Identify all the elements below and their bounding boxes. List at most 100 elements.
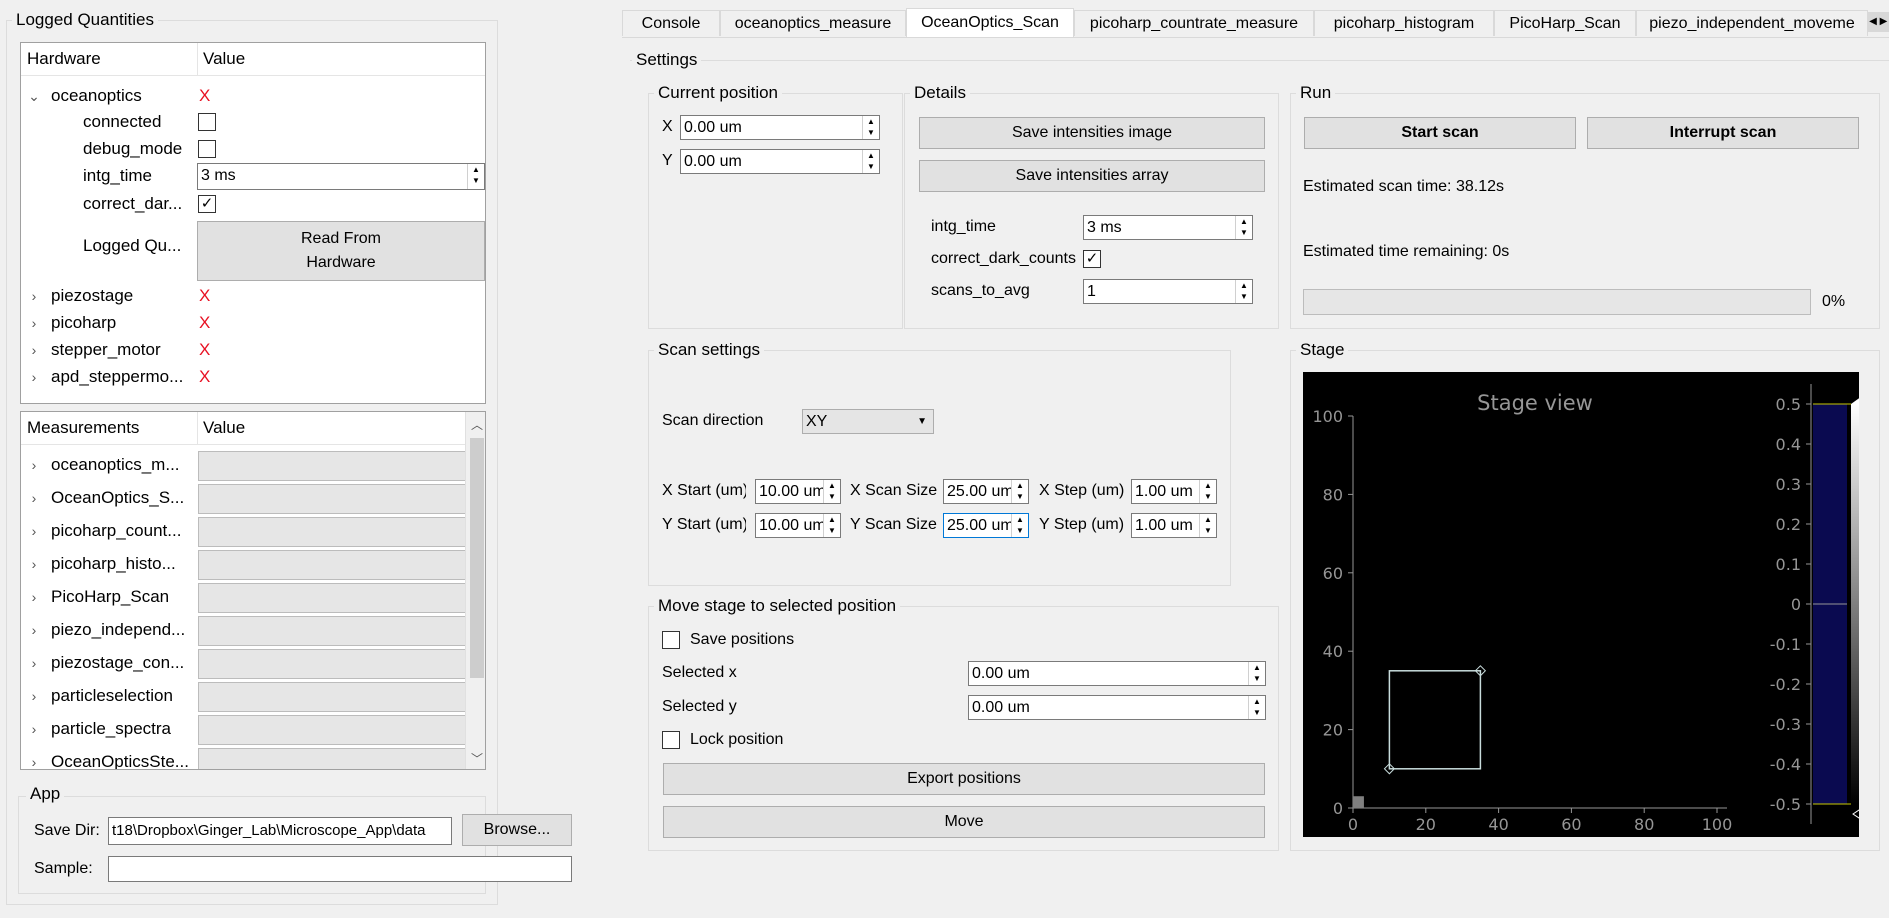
scroll-up-icon[interactable]: ︿ xyxy=(470,418,483,432)
chevron-right-icon[interactable]: › xyxy=(31,369,37,385)
spin-arrows-icon[interactable]: ▲ ▼ xyxy=(1235,280,1252,303)
tree-item-stepper-motor[interactable]: › stepper_motor X xyxy=(21,337,485,363)
tree-item-oceanoptics[interactable]: ⌄ oceanoptics X xyxy=(21,83,485,109)
spin-arrows-icon[interactable]: ▲ ▼ xyxy=(823,514,840,537)
measurement-item[interactable]: ›OceanOpticsSte...0% xyxy=(21,747,485,770)
measurement-item[interactable]: ›picoharp_count...0% xyxy=(21,516,485,547)
x-start-spinbox[interactable]: 10.00 um ▲ ▼ xyxy=(755,479,841,504)
save-positions-checkbox[interactable] xyxy=(662,631,680,649)
spin-arrows-icon[interactable]: ▲ ▼ xyxy=(1248,696,1265,719)
chevron-right-icon[interactable]: › xyxy=(31,754,37,770)
export-positions-button[interactable]: Export positions xyxy=(663,763,1265,795)
measurement-item[interactable]: ›piezo_independ...0% xyxy=(21,615,485,646)
measurement-item[interactable]: ›particleselection0% xyxy=(21,681,485,712)
x-step-spinbox[interactable]: 1.00 um ▲ ▼ xyxy=(1131,479,1217,504)
selected-x-spinbox[interactable]: 0.00 um ▲ ▼ xyxy=(968,661,1266,686)
tab-picoharp-countrate-measure[interactable]: picoharp_countrate_measure xyxy=(1074,10,1314,36)
spin-arrows-icon[interactable]: ▲ ▼ xyxy=(1011,514,1028,537)
measurement-progress-bar xyxy=(198,748,485,769)
save-dir-input[interactable]: t18\Dropbox\Ginger_Lab\Microscope_App\da… xyxy=(108,817,452,845)
measurement-item[interactable]: ›OceanOptics_S...0% xyxy=(21,483,485,514)
chevron-right-icon[interactable]: › xyxy=(31,288,37,304)
spin-arrows-icon[interactable]: ▲ ▼ xyxy=(1199,514,1216,537)
spin-arrows-icon[interactable]: ▲ ▼ xyxy=(1248,662,1265,685)
tab-oceanoptics-measure[interactable]: oceanoptics_measure xyxy=(720,10,906,36)
colorbar-tick-label: -0.4 xyxy=(1770,755,1801,774)
tree-item-debug-mode: debug_mode xyxy=(21,136,485,162)
measurement-item[interactable]: ›PicoHarp_Scan0% xyxy=(21,582,485,613)
tab-piezo-independent-movement[interactable]: piezo_independent_moveme xyxy=(1636,10,1868,36)
scans-to-avg-spinbox[interactable]: 1 ▲ ▼ xyxy=(1083,279,1253,304)
measurements-scrollbar[interactable]: ︿ ﹀ xyxy=(465,412,485,769)
measurement-item[interactable]: ›picoharp_histo...0% xyxy=(21,549,485,580)
debug-mode-checkbox[interactable] xyxy=(198,140,216,158)
tab-oceanoptics-scan[interactable]: OceanOptics_Scan xyxy=(906,8,1074,38)
spin-arrows-icon[interactable]: ▲ ▼ xyxy=(1235,216,1252,239)
roi-handle-icon xyxy=(1474,665,1487,677)
chevron-right-icon[interactable]: › xyxy=(31,315,37,331)
tree-item-piezostage[interactable]: › piezostage X xyxy=(21,283,485,309)
spin-arrows-icon[interactable]: ▲ ▼ xyxy=(862,116,879,139)
tab-content-border xyxy=(622,37,1889,38)
intg-time-spinbox[interactable]: 3 ms ▲ ▼ xyxy=(197,163,485,190)
logged-quantities-title: Logged Quantities xyxy=(12,10,158,30)
spin-arrows-icon[interactable]: ▲ ▼ xyxy=(1199,480,1216,503)
scan-direction-value: XY xyxy=(806,413,828,430)
spin-arrows-icon[interactable]: ▲ ▼ xyxy=(1011,480,1028,503)
measurement-item[interactable]: ›piezostage_con...0% xyxy=(21,648,485,679)
selected-x-label: Selected x xyxy=(662,664,737,681)
browse-button[interactable]: Browse... xyxy=(462,814,572,846)
y-position-spinbox[interactable]: 0.00 um ▲ ▼ xyxy=(680,149,880,174)
x-scan-size-spinbox[interactable]: 25.00 um ▲ ▼ xyxy=(943,479,1029,504)
scrollbar-thumb[interactable] xyxy=(470,438,484,678)
stage-view-plot[interactable]: Stage view 0 20 40 60 80 100 0 20 40 60 80 100 0.5 0… xyxy=(1303,372,1859,837)
sample-input[interactable] xyxy=(108,856,572,882)
save-intensities-image-button[interactable]: Save intensities image xyxy=(919,117,1265,149)
selected-y-spinbox[interactable]: 0.00 um ▲ ▼ xyxy=(968,695,1266,720)
tab-console[interactable]: Console xyxy=(622,10,720,36)
lock-position-checkbox[interactable] xyxy=(662,731,680,749)
chevron-right-icon[interactable]: › xyxy=(31,342,37,358)
chevron-right-icon[interactable]: › xyxy=(31,655,37,671)
measurements-tree[interactable]: Measurements Value ›oceanoptics_m...0%›O… xyxy=(20,411,486,770)
measurement-item[interactable]: ›particle_spectra0% xyxy=(21,714,485,745)
chevron-right-icon[interactable]: › xyxy=(31,589,37,605)
y-scan-size-value: 25.00 um xyxy=(947,517,1014,534)
hardware-tree[interactable]: Hardware Value ⌄ oceanoptics X connected… xyxy=(20,42,486,404)
chevron-right-icon[interactable]: › xyxy=(31,622,37,638)
details-correct-dark-checkbox[interactable]: ✓ xyxy=(1083,250,1101,268)
y-step-spinbox[interactable]: 1.00 um ▲ ▼ xyxy=(1131,513,1217,538)
scroll-down-icon[interactable]: ﹀ xyxy=(470,752,483,766)
chevron-down-icon[interactable]: ⌄ xyxy=(28,88,40,104)
x-position-spinbox[interactable]: 0.00 um ▲ ▼ xyxy=(680,115,880,140)
start-scan-button[interactable]: Start scan xyxy=(1304,117,1576,149)
chevron-right-icon[interactable]: › xyxy=(31,688,37,704)
chevron-right-icon[interactable]: › xyxy=(31,523,37,539)
connected-checkbox[interactable] xyxy=(198,113,216,131)
correct-dark-checkbox[interactable]: ✓ xyxy=(198,195,216,213)
chevron-right-icon[interactable]: › xyxy=(31,457,37,473)
save-intensities-array-button[interactable]: Save intensities array xyxy=(919,160,1265,192)
tree-item-apd-steppermotor[interactable]: › apd_steppermo... X xyxy=(21,364,485,390)
tab-picoharp-scan[interactable]: PicoHarp_Scan xyxy=(1494,10,1636,36)
y-scan-size-spinbox[interactable]: 25.00 um ▲ ▼ xyxy=(943,513,1029,538)
chevron-right-icon[interactable]: › xyxy=(31,490,37,506)
tab-scroll-left-icon[interactable]: ◀ xyxy=(1868,12,1878,32)
spin-arrows-icon[interactable]: ▲ ▼ xyxy=(862,150,879,173)
chevron-right-icon[interactable]: › xyxy=(31,556,37,572)
y-start-spinbox[interactable]: 10.00 um ▲ ▼ xyxy=(755,513,841,538)
move-button[interactable]: Move xyxy=(663,806,1265,838)
details-intg-time-spinbox[interactable]: 3 ms ▲ ▼ xyxy=(1083,215,1253,240)
spin-arrows-icon[interactable]: ▲ ▼ xyxy=(467,164,484,189)
chevron-right-icon[interactable]: › xyxy=(31,721,37,737)
measurement-item[interactable]: ›oceanoptics_m...0% xyxy=(21,450,485,481)
interrupt-scan-button[interactable]: Interrupt scan xyxy=(1587,117,1859,149)
scan-direction-select[interactable]: XY ▼ xyxy=(802,409,934,434)
tree-item-picoharp[interactable]: › picoharp X xyxy=(21,310,485,336)
read-from-hardware-button[interactable]: Read From Hardware xyxy=(197,221,485,281)
tab-scroll-right-icon[interactable]: ▶ xyxy=(1878,12,1889,32)
col-value: Value xyxy=(203,49,246,68)
spin-arrows-icon[interactable]: ▲ ▼ xyxy=(823,480,840,503)
y-step-label: Y Step (um) xyxy=(1039,516,1125,533)
tab-picoharp-histogram[interactable]: picoharp_histogram xyxy=(1314,10,1494,36)
